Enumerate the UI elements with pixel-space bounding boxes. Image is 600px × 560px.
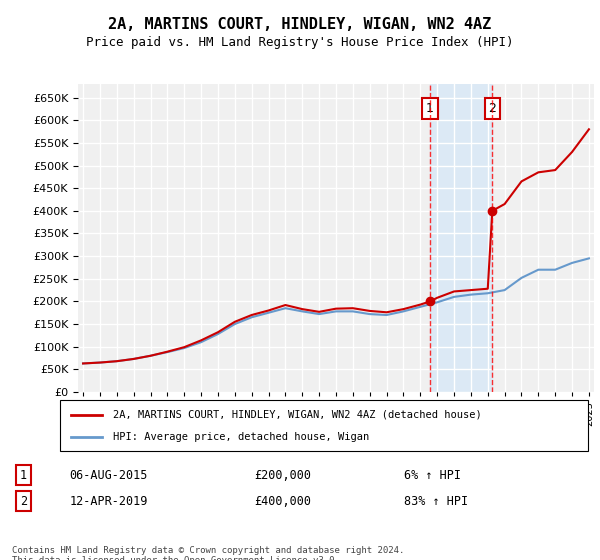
FancyBboxPatch shape xyxy=(60,400,588,451)
Text: Contains HM Land Registry data © Crown copyright and database right 2024.
This d: Contains HM Land Registry data © Crown c… xyxy=(12,546,404,560)
Text: £400,000: £400,000 xyxy=(254,495,311,508)
Text: 2: 2 xyxy=(488,102,496,115)
Text: 12-APR-2019: 12-APR-2019 xyxy=(70,495,148,508)
Text: 2A, MARTINS COURT, HINDLEY, WIGAN, WN2 4AZ: 2A, MARTINS COURT, HINDLEY, WIGAN, WN2 4… xyxy=(109,17,491,32)
Text: HPI: Average price, detached house, Wigan: HPI: Average price, detached house, Wiga… xyxy=(113,432,369,442)
Text: 1: 1 xyxy=(426,102,434,115)
Bar xyxy=(430,84,493,392)
Text: 2A, MARTINS COURT, HINDLEY, WIGAN, WN2 4AZ (detached house): 2A, MARTINS COURT, HINDLEY, WIGAN, WN2 4… xyxy=(113,409,482,419)
Text: 1: 1 xyxy=(20,469,27,482)
Text: 06-AUG-2015: 06-AUG-2015 xyxy=(70,469,148,482)
Text: 83% ↑ HPI: 83% ↑ HPI xyxy=(404,495,468,508)
Text: Price paid vs. HM Land Registry's House Price Index (HPI): Price paid vs. HM Land Registry's House … xyxy=(86,36,514,49)
Text: 2: 2 xyxy=(20,495,27,508)
Text: £200,000: £200,000 xyxy=(254,469,311,482)
Text: 6% ↑ HPI: 6% ↑ HPI xyxy=(404,469,461,482)
